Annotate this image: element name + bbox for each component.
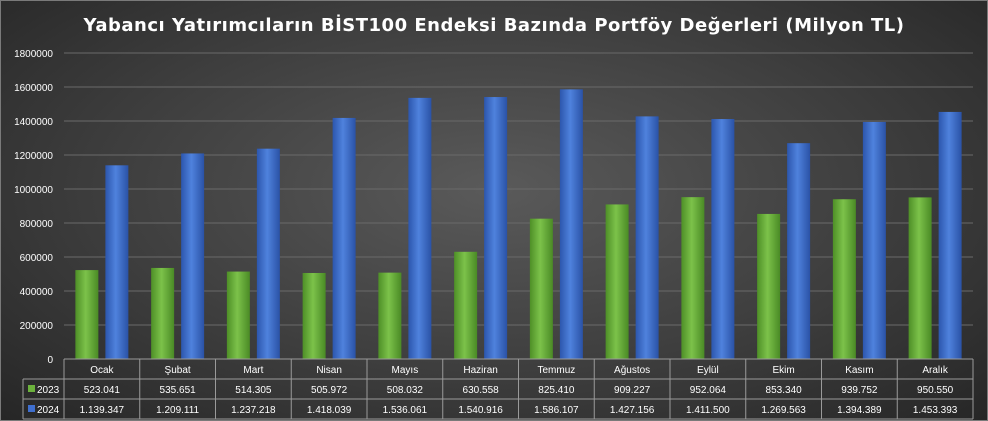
y-tick-label: 0 <box>47 355 53 366</box>
x-tick-label: Ocak <box>90 365 114 376</box>
x-tick-label: Haziran <box>463 365 497 376</box>
bar-2023-Şubat <box>151 267 175 359</box>
bar-2023-Mayıs <box>378 272 402 359</box>
data-label: 505.972 <box>311 385 348 396</box>
y-axis: 0 200000 400000 600000 800000 1000000 1200000 1… <box>14 49 53 366</box>
data-label: 1.269.563 <box>761 405 806 416</box>
bar-2024-Mart <box>256 148 280 359</box>
data-label: 1.418.039 <box>307 405 352 416</box>
legend-label: 2024 <box>37 405 60 416</box>
bar-2024-Ağustos <box>635 116 659 359</box>
x-tick-label: Mart <box>243 365 263 376</box>
data-label: 1.209.111 <box>156 405 199 416</box>
bar-2023-Ekim <box>757 213 781 359</box>
data-label: 1.586.107 <box>534 405 579 416</box>
data-label: 514.305 <box>235 385 272 396</box>
bar-2023-Aralık <box>908 197 932 359</box>
x-tick-label: Kasım <box>845 365 873 376</box>
bar-2023-Temmuz <box>529 218 553 359</box>
data-label: 1.237.218 <box>231 405 276 416</box>
data-table: Ocak Şubat Mart Nisan Mayıs Haziran Temmuz Ağus… <box>22 358 974 420</box>
bar-2023-Nisan <box>302 272 326 359</box>
data-label: 952.064 <box>690 385 727 396</box>
data-label: 1.139.347 <box>80 405 125 416</box>
data-label: 1.411.500 <box>686 405 730 416</box>
data-label: 535.651 <box>160 385 197 396</box>
data-label: 909.227 <box>614 385 651 396</box>
x-tick-label: Ekim <box>773 365 795 376</box>
y-tick-label: 1800000 <box>14 49 53 60</box>
y-tick-label: 200000 <box>20 321 54 332</box>
bar-2023-Eylül <box>681 197 705 359</box>
bar-2023-Mart <box>226 271 250 359</box>
x-tick-label: Mayıs <box>392 365 419 376</box>
x-tick-label: Şubat <box>165 365 191 376</box>
bar-2024-Haziran <box>484 97 508 359</box>
bars <box>75 89 962 359</box>
bar-2024-Eylül <box>711 119 735 359</box>
data-label: 1.536.061 <box>383 405 428 416</box>
bar-2024-Nisan <box>332 117 356 359</box>
y-tick-label: 600000 <box>20 253 54 264</box>
bar-2024-Şubat <box>181 153 205 359</box>
y-tick-label: 400000 <box>20 287 54 298</box>
bar-2024-Temmuz <box>559 89 583 359</box>
data-label: 523.041 <box>84 385 121 396</box>
bar-2023-Kasım <box>832 199 856 359</box>
bar-2023-Ocak <box>75 270 99 359</box>
y-tick-label: 1600000 <box>14 83 53 94</box>
data-label: 853.340 <box>766 385 803 396</box>
x-tick-label: Aralık <box>922 365 949 376</box>
data-label: 1.540.916 <box>458 405 503 416</box>
x-tick-label: Eylül <box>697 365 719 376</box>
data-label: 939.752 <box>841 385 878 396</box>
data-label: 1.427.156 <box>610 405 655 416</box>
data-label: 1.453.393 <box>913 405 958 416</box>
data-label: 825.410 <box>538 385 575 396</box>
bar-2024-Mayıs <box>408 97 432 359</box>
data-label: 630.558 <box>463 385 500 396</box>
data-label: 950.550 <box>917 385 954 396</box>
bar-2024-Ocak <box>105 165 129 359</box>
bar-2024-Kasım <box>862 121 886 359</box>
legend-label: 2023 <box>37 385 60 396</box>
chart-title: Yabancı Yatırımcıların BİST100 Endeksi B… <box>83 14 905 36</box>
legend-swatch-2024 <box>28 405 35 412</box>
data-label: 1.394.389 <box>837 405 882 416</box>
y-tick-label: 1200000 <box>14 151 53 162</box>
gridlines <box>64 52 973 360</box>
y-tick-label: 1000000 <box>14 185 53 196</box>
x-tick-label: Ağustos <box>614 365 650 376</box>
y-tick-label: 800000 <box>20 219 54 230</box>
bar-2024-Ekim <box>787 143 811 359</box>
data-label: 508.032 <box>387 385 424 396</box>
x-tick-label: Nisan <box>316 365 342 376</box>
legend-swatch-2023 <box>28 385 35 392</box>
x-tick-label: Temmuz <box>537 365 575 376</box>
bar-2023-Ağustos <box>605 204 629 359</box>
y-tick-label: 1400000 <box>14 117 53 128</box>
bar-2024-Aralık <box>938 111 962 359</box>
bar-2023-Haziran <box>454 251 478 359</box>
